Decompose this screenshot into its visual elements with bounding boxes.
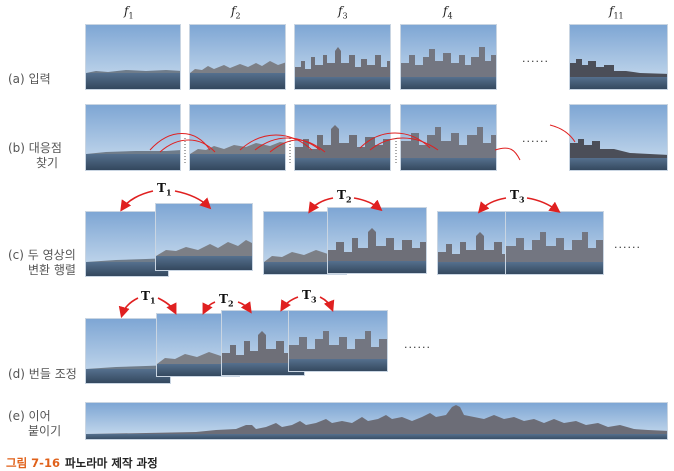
- frame-label-f1: f1: [124, 4, 134, 21]
- transform-label-t2: T2: [337, 188, 352, 205]
- input-image-f2: [189, 24, 286, 90]
- match-image-f4: [400, 104, 497, 171]
- pair1-image-right: [155, 203, 253, 271]
- ellipsis-row-a: ......: [522, 52, 549, 65]
- ellipsis-row-b: ......: [522, 132, 549, 145]
- frame-label-f4: f4: [443, 4, 453, 21]
- match-image-f11: [569, 104, 668, 171]
- ellipsis-row-d: ......: [404, 338, 431, 351]
- row-label-e: (e) 이어 붙이기: [8, 409, 62, 438]
- transform-label-t3: T3: [510, 188, 525, 205]
- caption-text: 파노라마 제작 과정: [65, 456, 158, 470]
- row-label-b: (b) 대응점 찾기: [8, 141, 62, 170]
- match-image-f1: [85, 104, 181, 171]
- caption-number: 그림 7-16: [6, 456, 60, 470]
- bundle-image-4: [288, 310, 388, 372]
- bundle-label-t3: T3: [302, 288, 317, 305]
- input-image-f3: [294, 24, 391, 90]
- input-image-f4: [400, 24, 497, 90]
- match-image-f2: [189, 104, 286, 171]
- figure-caption: 그림 7-16 파노라마 제작 과정: [6, 452, 158, 471]
- bundle-label-t2: T2: [219, 292, 234, 309]
- input-image-f1: [85, 24, 181, 90]
- bundle-label-t1: T1: [141, 289, 156, 306]
- input-image-f11: [569, 24, 668, 90]
- row-label-c: (c) 두 영상의 변환 행렬: [8, 248, 76, 277]
- transform-label-t1: T1: [157, 181, 172, 198]
- ellipsis-row-c: ......: [614, 238, 641, 251]
- pair2-image-right: [327, 207, 427, 274]
- frame-label-f11: f11: [609, 4, 624, 21]
- frame-label-f3: f3: [338, 4, 348, 21]
- pair1-image-left: [85, 211, 169, 277]
- stitched-panorama: [85, 402, 668, 440]
- row-label-d: (d) 번들 조정: [8, 367, 77, 381]
- pair3-image-right: [505, 211, 604, 275]
- row-label-a: (a) 입력: [8, 72, 51, 86]
- match-image-f3: [294, 104, 391, 171]
- frame-label-f2: f2: [231, 4, 241, 21]
